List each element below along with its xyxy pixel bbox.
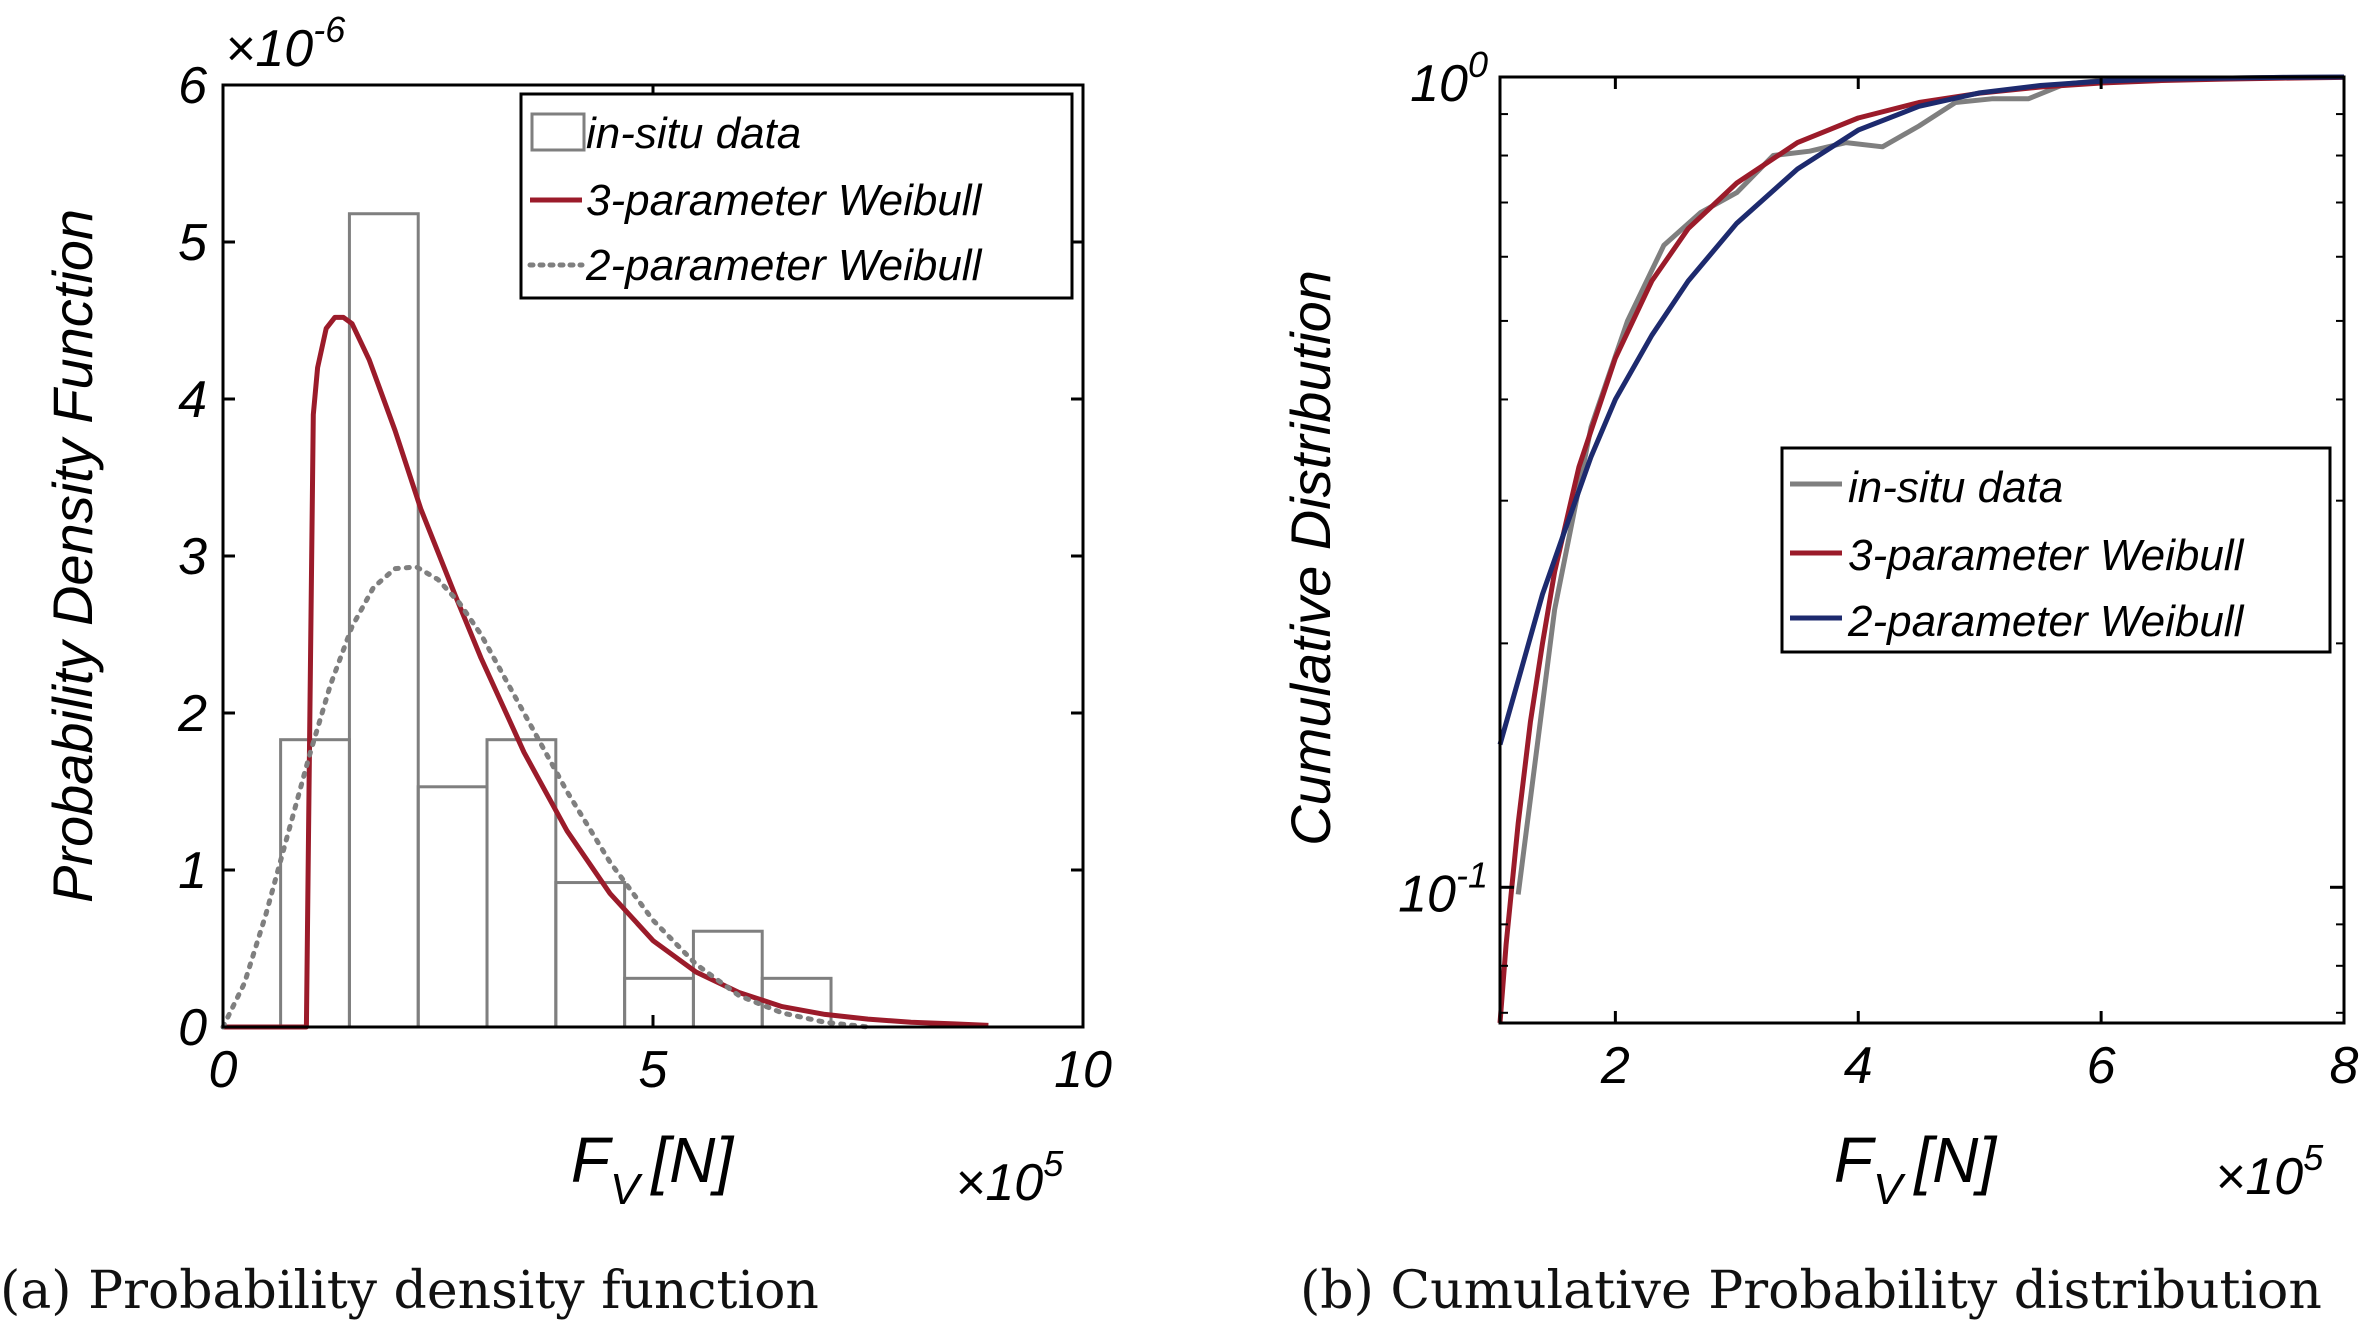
cdf-y-tick-label: 10-1 xyxy=(1398,854,1488,923)
cdf-x-multiplier-exp: 5 xyxy=(2303,1137,2324,1178)
cdf-legend: in-situ data 3-parameter Weibull 2-param… xyxy=(1780,446,2332,654)
pdf-y-tick-label: 5 xyxy=(178,214,208,272)
cdf-x-axis-label: FV [N] xyxy=(1834,1124,1997,1214)
cdf-y-tick-label-exp: 0 xyxy=(1468,44,1488,85)
cdf-y-tick-label-base: 10 xyxy=(1410,55,1468,113)
pdf-plot-area xyxy=(220,212,989,1030)
cdf-legend-label-insitu: in-situ data xyxy=(1848,463,2063,512)
pdf-y-tick-label: 4 xyxy=(178,371,207,429)
pdf-x-multiplier: ×105 xyxy=(955,1143,1064,1212)
pdf-legend: in-situ data 3-parameter Weibull 2-param… xyxy=(519,92,1074,300)
pdf-y-multiplier: ×10-6 xyxy=(225,9,346,78)
pdf-x-label-unit: [N] xyxy=(649,1124,734,1196)
cdf-plot-area xyxy=(1497,74,2345,1024)
pdf-legend-box xyxy=(519,92,1074,300)
pdf-x-axis-label: FV [N] xyxy=(571,1124,734,1214)
cdf-y-tick-label: 100 xyxy=(1410,44,1488,113)
pdf-y-multiplier-base: ×10 xyxy=(225,20,313,78)
pdf-y-tick-label: 0 xyxy=(178,999,207,1057)
histogram-bar xyxy=(416,785,489,1029)
cdf-x-tick-label: 2 xyxy=(1600,1037,1630,1095)
histogram-bar xyxy=(279,738,351,1029)
cdf-x-tick-label: 6 xyxy=(2087,1037,2116,1095)
cdf-x-tick-label: 8 xyxy=(2330,1037,2359,1095)
cdf-y-axis-label: Cumulative Distribution xyxy=(1279,270,1342,846)
cdf-legend-label-2param: 2-parameter Weibull xyxy=(1847,597,2245,646)
pdf-legend-label-2param: 2-parameter Weibull xyxy=(585,241,983,290)
pdf-y-axis-label: Probability Density Function xyxy=(41,209,104,903)
pdf-ticks: 0 5 10 0 1 2 3 4 5 6 xyxy=(177,57,1112,1099)
pdf-x-label-sub: V xyxy=(610,1165,643,1214)
pdf-x-label-main: F xyxy=(571,1124,614,1196)
pdf-legend-label-3param: 3-parameter Weibull xyxy=(586,176,983,225)
cdf-x-label-unit: [N] xyxy=(1912,1124,1997,1196)
pdf-y-tick-label: 6 xyxy=(178,57,207,115)
cdf-x-tick-label: 4 xyxy=(1844,1037,1873,1095)
cdf-2param-weibull-line xyxy=(1497,74,2345,746)
cdf-x-label-sub: V xyxy=(1873,1165,1906,1214)
pdf-legend-label-insitu: in-situ data xyxy=(586,109,801,158)
pdf-3param-weibull-line xyxy=(223,314,989,1030)
pdf-y-multiplier-exp: -6 xyxy=(313,9,346,50)
pdf-2param-weibull-line xyxy=(220,564,871,1030)
cdf-axes-box xyxy=(1498,75,2346,1025)
cdf-x-multiplier-base: ×10 xyxy=(2215,1148,2303,1206)
pdf-x-tick-label: 10 xyxy=(1054,1041,1112,1099)
pdf-x-tick-label: 5 xyxy=(639,1041,669,1099)
cdf-x-label-main: F xyxy=(1834,1124,1877,1196)
pdf-legend-hist-swatch xyxy=(530,112,586,152)
caption-b: (b) Cumulative Probability distribution xyxy=(1300,1261,2322,1321)
pdf-y-tick-label: 1 xyxy=(178,842,207,900)
pdf-x-multiplier-exp: 5 xyxy=(1043,1143,1064,1184)
cdf-x-multiplier: ×105 xyxy=(2215,1137,2324,1206)
histogram-bar xyxy=(485,738,558,1029)
cdf-y-tick-label-exp: -1 xyxy=(1456,854,1488,895)
cdf-legend-box xyxy=(1780,446,2332,654)
histogram-bar xyxy=(691,929,764,1029)
cdf-legend-label-3param: 3-parameter Weibull xyxy=(1848,531,2245,580)
pdf-x-tick-label: 0 xyxy=(209,1041,238,1099)
pdf-x-multiplier-base: ×10 xyxy=(955,1154,1043,1212)
histogram-bar xyxy=(623,976,695,1029)
histogram-bar xyxy=(554,881,627,1029)
cdf-y-tick-label-base: 10 xyxy=(1398,865,1456,923)
caption-a: (a) Probability density function xyxy=(0,1261,819,1321)
pdf-y-tick-label: 2 xyxy=(177,685,207,743)
pdf-y-tick-label: 3 xyxy=(178,528,207,586)
